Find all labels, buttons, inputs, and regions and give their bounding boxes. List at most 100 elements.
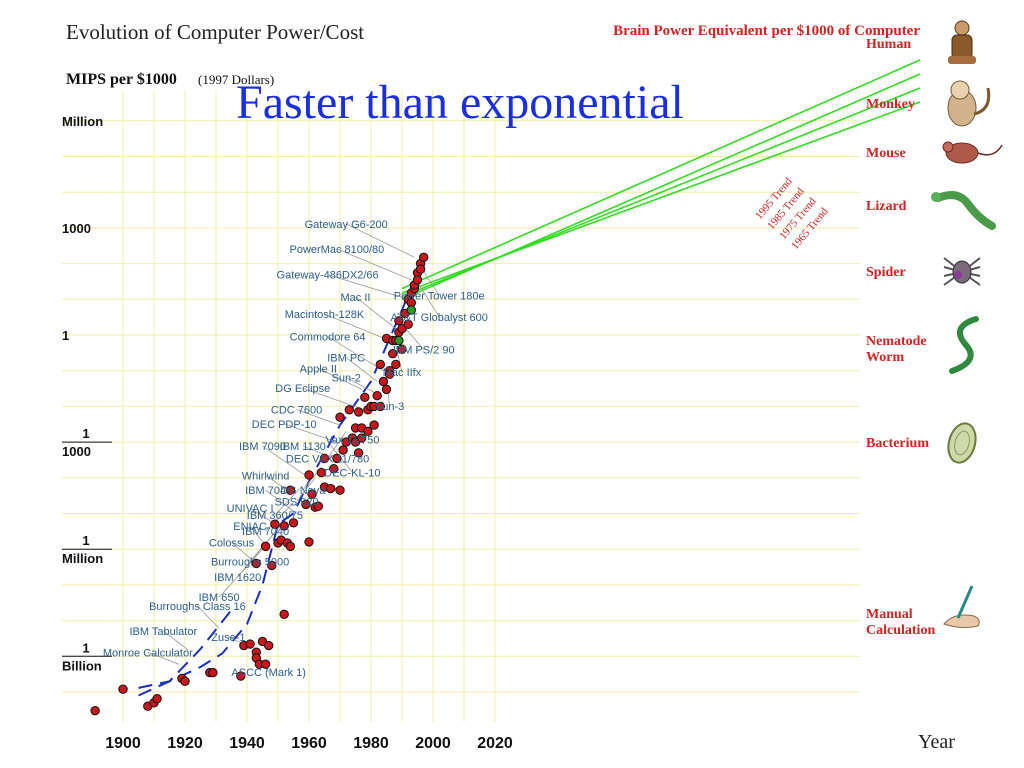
data-point	[338, 445, 348, 455]
brain-level-label: Mouse	[866, 146, 906, 161]
chart-title: Evolution of Computer Power/Cost	[66, 20, 364, 44]
brain-level-label: Monkey	[866, 97, 915, 112]
brain-equivalent-column: Human Monkey Mouse Lizard Spider NematodeWorm…	[866, 20, 1003, 638]
data-point	[353, 407, 364, 417]
machine-label: Commodore 64	[290, 332, 366, 344]
trend-line	[401, 59, 921, 290]
data-point	[357, 433, 367, 443]
label-leader-line	[324, 313, 390, 341]
data-point	[329, 463, 339, 474]
data-point	[394, 335, 404, 346]
data-point	[397, 324, 407, 334]
spider-icon	[943, 257, 981, 286]
machine-label: Vax 11/750	[325, 435, 379, 447]
label-leader-line	[327, 274, 409, 300]
grid	[62, 90, 860, 722]
data-point	[118, 684, 128, 694]
machine-label: Burroughs Class 16	[149, 601, 246, 613]
data-point	[391, 359, 401, 370]
machine-label: Sun-2	[332, 372, 361, 384]
data-point	[288, 518, 299, 528]
machine-label: Power Tower 180e	[394, 290, 485, 302]
data-point	[319, 453, 330, 464]
worm-icon	[949, 316, 979, 374]
data-point	[406, 305, 416, 315]
label-leader-line	[395, 345, 403, 373]
data-point	[301, 499, 311, 510]
brain-level-label: Worm	[866, 350, 904, 365]
brain-level-label: Bacterium	[866, 436, 929, 451]
label-leader-line	[318, 367, 362, 390]
y-tick-denominator: Million	[62, 551, 103, 566]
x-tick-label: 1920	[167, 735, 203, 752]
y-tick-label: 1000	[62, 221, 91, 236]
data-point	[304, 470, 314, 480]
machine-label: Monroe Calculator	[103, 647, 193, 659]
data-point	[397, 344, 407, 354]
label-leader-line	[296, 409, 341, 426]
data-point	[90, 705, 100, 716]
data-point	[388, 348, 398, 359]
machine-label: Burroughs 5000	[211, 556, 289, 568]
data-point	[260, 541, 271, 552]
data-point	[279, 609, 289, 620]
data-point	[384, 369, 395, 379]
data-point	[267, 560, 277, 571]
machine-label: IBM 650	[199, 592, 240, 604]
x-axis-label: Year	[918, 731, 955, 753]
machine-label: ASCC (Mark 1)	[231, 667, 306, 679]
y-tick-denominator: 1000	[62, 444, 91, 459]
machine-label: PowerMac 8100/80	[290, 244, 385, 256]
machine-label: Macintosh-128K	[285, 309, 365, 321]
label-leader-line	[163, 630, 189, 651]
machine-label: Zuse-1	[211, 632, 245, 644]
data-point	[403, 319, 413, 329]
machine-label: ENIAC	[233, 521, 267, 533]
machine-label: DEC-KL-10	[324, 467, 380, 479]
data-point	[251, 558, 261, 569]
data-point	[344, 405, 354, 415]
machine-label: IBM 360/75	[247, 510, 303, 522]
machine-label: Apple II	[300, 363, 337, 375]
chart-subtitle: MIPS per $1000	[66, 71, 177, 88]
mouse-icon	[942, 141, 1003, 164]
label-leader-line	[346, 223, 415, 258]
data-point	[264, 640, 274, 651]
label-leader-line	[345, 357, 378, 382]
data-point	[335, 485, 345, 495]
machine-label: DEC PDP-10	[252, 419, 317, 431]
x-tick-label: 2000	[415, 735, 451, 752]
data-point	[307, 489, 317, 499]
data-point	[316, 467, 327, 478]
x-tick-label: 2020	[477, 735, 513, 752]
human-figure-icon	[948, 20, 976, 64]
data-points	[90, 252, 429, 716]
data-point	[381, 384, 392, 395]
data-point	[394, 316, 404, 326]
trend-line	[401, 101, 921, 294]
label-leader-line	[302, 387, 365, 411]
machine-label: DG Nova	[280, 485, 326, 497]
data-point	[415, 264, 426, 274]
machine-label: Sun-3	[375, 401, 404, 413]
data-point	[270, 519, 280, 529]
data-point	[279, 521, 289, 531]
data-point	[208, 667, 218, 678]
fit-curve	[138, 256, 425, 697]
fit-curves	[138, 256, 425, 697]
label-leader-line	[417, 282, 440, 318]
data-point	[360, 392, 370, 402]
label-leader-line	[218, 548, 263, 598]
data-point	[304, 537, 314, 547]
y-tick-numerator: 1	[82, 640, 89, 655]
label-leader-line	[147, 651, 179, 665]
hand-writing-icon	[943, 585, 980, 629]
machine-label: Colossus	[209, 537, 255, 549]
machine-label: IBM 1620	[214, 572, 261, 584]
x-tick-label: 1980	[353, 735, 389, 752]
machine-label: AT&T Globalyst 600	[390, 312, 487, 324]
x-tick-label: 1900	[105, 735, 141, 752]
label-leader-line	[284, 423, 338, 443]
machine-label: IBM PS/2 90	[393, 345, 455, 357]
